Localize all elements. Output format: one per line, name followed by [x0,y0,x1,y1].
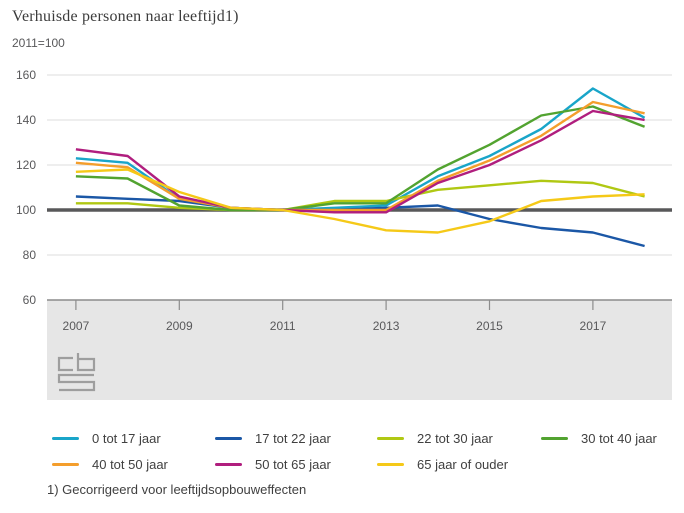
legend-label: 22 tot 30 jaar [417,430,493,446]
chart-plot: 60 80 100 120 140 160 2007 2009 2011 2013 2015 2017 [16,68,672,400]
legend-item: 0 tot 17 jaar [52,430,161,446]
legend-swatch [215,436,242,440]
legend-label: 40 tot 50 jaar [92,456,168,472]
page-title: Verhuisde personen naar leeftijd1) [12,8,239,25]
legend-item: 50 tot 65 jaar [215,456,331,472]
x-tick-label: 2009 [166,319,193,333]
x-tick-label: 2017 [580,319,607,333]
legend-swatch [215,462,242,466]
legend-label: 30 tot 40 jaar [581,430,657,446]
series-line-0-tot-17-jaar [75,87,646,212]
cbs-logo-icon [57,353,96,392]
legend-label: 0 tot 17 jaar [92,430,161,446]
y-tick-label: 120 [16,158,36,172]
plot-band [47,300,672,400]
x-tick-label: 2011 [270,319,296,333]
chart-axis-labels: 60 80 100 120 140 160 2007 2009 2011 2013 2015 2017 [16,68,607,333]
y-tick-label: 140 [16,113,36,127]
legend-label: 65 jaar of ouder [417,456,509,472]
chart-unit-label: 2011=100 [12,36,65,50]
legend-label: 17 tot 22 jaar [255,430,331,446]
chart-series [75,87,646,248]
chart-background [47,300,672,400]
y-tick-label: 80 [23,248,37,262]
legend-swatch [541,436,568,440]
x-tick-label: 2015 [476,319,503,333]
footnote: 1) Gecorrigeerd voor leeftijdsopbouweffe… [47,482,307,497]
legend-item: 17 tot 22 jaar [215,430,331,446]
y-tick-label: 100 [16,203,36,217]
series-line-40-tot-50-jaar [75,100,645,212]
x-tick-label: 2007 [63,319,90,333]
y-tick-label: 60 [23,293,37,307]
series-line-30-tot-40-jaar [75,105,646,212]
legend-swatch [52,462,79,466]
series-line-22-tot-30-jaar [75,179,645,212]
chart-gridlines [47,74,672,256]
legend-swatch [52,436,79,440]
legend-item: 30 tot 40 jaar [541,430,657,446]
series-line-50-tot-65-jaar [75,109,645,214]
legend-swatch [377,436,404,440]
legend-item: 65 jaar of ouder [377,456,509,472]
legend-item: 22 tot 30 jaar [377,430,493,446]
legend-swatch [377,462,404,466]
legend-item: 40 tot 50 jaar [52,456,168,472]
legend-label: 50 tot 65 jaar [255,456,331,472]
series-line-65-jaar-of-ouder [75,168,645,234]
x-tick-label: 2013 [373,319,400,333]
y-tick-label: 160 [16,68,36,82]
